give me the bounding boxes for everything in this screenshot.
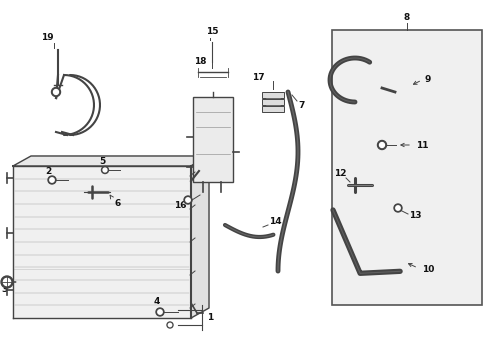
Bar bbox=[262, 106, 284, 112]
Circle shape bbox=[167, 322, 173, 328]
Text: 2: 2 bbox=[45, 166, 51, 175]
Text: 19: 19 bbox=[41, 33, 53, 42]
Circle shape bbox=[51, 87, 60, 96]
Text: 11: 11 bbox=[416, 140, 428, 149]
Circle shape bbox=[184, 196, 192, 204]
Circle shape bbox=[101, 166, 108, 174]
Text: 4: 4 bbox=[154, 297, 160, 306]
Circle shape bbox=[186, 198, 190, 202]
Circle shape bbox=[50, 178, 54, 182]
Bar bbox=[262, 99, 284, 105]
Polygon shape bbox=[13, 156, 209, 166]
Text: 6: 6 bbox=[115, 198, 121, 207]
Text: 16: 16 bbox=[174, 201, 186, 210]
Circle shape bbox=[3, 278, 11, 285]
Circle shape bbox=[158, 310, 162, 314]
Text: 9: 9 bbox=[425, 76, 431, 85]
Text: 15: 15 bbox=[206, 27, 218, 36]
Circle shape bbox=[53, 90, 58, 94]
Polygon shape bbox=[191, 156, 209, 318]
Circle shape bbox=[103, 168, 107, 172]
Text: 18: 18 bbox=[194, 57, 206, 66]
Text: 10: 10 bbox=[422, 266, 434, 274]
Bar bbox=[332, 30, 482, 305]
Bar bbox=[193, 97, 233, 182]
Circle shape bbox=[169, 323, 171, 327]
Text: 14: 14 bbox=[269, 217, 281, 226]
Circle shape bbox=[156, 308, 164, 316]
Circle shape bbox=[396, 206, 400, 210]
Text: 5: 5 bbox=[99, 157, 105, 166]
Circle shape bbox=[1, 276, 13, 288]
Text: 13: 13 bbox=[409, 211, 421, 220]
Circle shape bbox=[48, 176, 56, 184]
Circle shape bbox=[377, 140, 387, 149]
Text: 3: 3 bbox=[2, 285, 8, 294]
Text: 1: 1 bbox=[207, 314, 213, 323]
Circle shape bbox=[394, 204, 402, 212]
Text: 8: 8 bbox=[404, 13, 410, 22]
Circle shape bbox=[380, 143, 385, 148]
Text: 17: 17 bbox=[252, 73, 264, 82]
Text: 12: 12 bbox=[334, 168, 346, 177]
Bar bbox=[262, 92, 284, 98]
Text: 7: 7 bbox=[299, 100, 305, 109]
Polygon shape bbox=[13, 166, 191, 318]
